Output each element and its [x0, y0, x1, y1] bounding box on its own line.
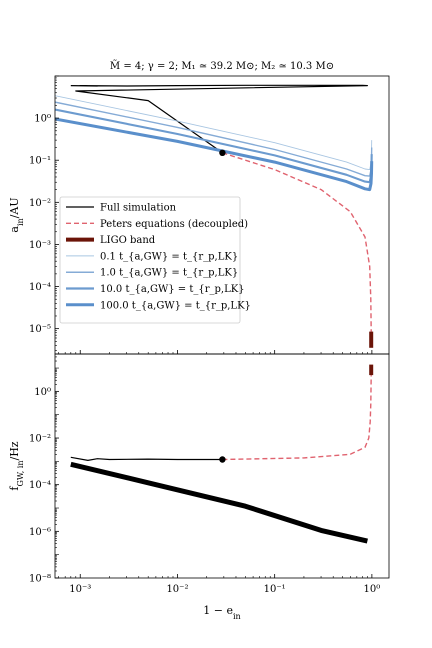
bottom-panel-frame: [54, 353, 390, 579]
legend-label: 100.0 t_{a,GW} = t_{r_p,LK}: [100, 300, 251, 311]
legend-label: 1.0 t_{a,GW} = t_{r_p,LK}: [100, 268, 238, 279]
bottom-y-tick-label: 10⁰: [34, 387, 51, 398]
legend-label: 0.1 t_{a,GW} = t_{r_p,LK}: [100, 251, 238, 262]
bottom-y-tick-label: 10⁻⁸: [29, 574, 51, 585]
legend-label: 10.0 t_{a,GW} = t_{r_p,LK}: [100, 284, 245, 295]
top-series-0-1-t-a-gw-t-r-p-lk: [55, 95, 373, 171]
x-tick-label: 10⁻¹: [264, 584, 286, 595]
legend: Full simulation Peters equations (decoupl…: [59, 196, 251, 324]
bottom-y-tick-label: 10⁻⁶: [29, 527, 51, 538]
top-y-tick-label: 10⁻²: [29, 198, 51, 209]
bottom-panel-ticks: 10⁰ 10⁻² 10⁻⁴ 10⁻⁶ 10⁻⁸ 10⁻³ 10⁻² 10⁻¹ 10⁰: [29, 353, 381, 595]
top-series-peters-equations-decoupled: [222, 152, 372, 332]
x-tick-label: 10⁻²: [166, 584, 188, 595]
chart-title: M̃ = 4; γ = 2; M₁ ≃ 39.2 M⊙; M₂ ≃ 10.3 M…: [110, 60, 334, 72]
bottom-series-peters-equations-decoupled: [222, 375, 372, 461]
top-y-tick-label: 10⁻⁴: [29, 282, 51, 293]
top-y-tick-label: 10⁰: [34, 114, 51, 125]
legend-box: [59, 196, 241, 324]
top-transition-marker: [219, 149, 226, 157]
bottom-y-axis-label: fGW, in/Hz: [8, 441, 25, 490]
top-series-1-0-t-a-gw-t-r-p-lk: [55, 101, 373, 177]
top-panel-ticks: 10⁰ 10⁻¹ 10⁻² 10⁻³ 10⁻⁴ 10⁻⁵: [29, 75, 373, 354]
x-axis-label: 1 − ein: [203, 604, 240, 621]
top-series-full-simulation: [70, 84, 368, 154]
top-y-axis-label: ain/AU: [8, 197, 25, 232]
bottom-series-full-simulation-band: [70, 461, 368, 544]
top-y-tick-label: 10⁻¹: [29, 156, 51, 167]
x-tick-label: 10⁰: [364, 584, 381, 595]
x-tick-label: 10⁻³: [69, 584, 91, 595]
top-y-tick-label: 10⁻³: [29, 240, 51, 251]
top-panel-series: [55, 84, 374, 348]
bottom-y-tick-label: 10⁻⁴: [29, 480, 51, 491]
bottom-series-full-simulation: [70, 456, 223, 461]
bottom-transition-marker: [219, 456, 226, 463]
top-y-tick-label: 10⁻⁵: [29, 324, 51, 335]
bottom-y-tick-label: 10⁻²: [29, 434, 51, 445]
legend-label: LIGO band: [100, 235, 156, 246]
legend-label: Peters equations (decoupled): [100, 219, 248, 230]
legend-label: Full simulation: [100, 203, 177, 214]
bottom-panel-series: [70, 364, 374, 544]
top-series-100-0-t-a-gw-t-r-p-lk: [55, 117, 374, 192]
